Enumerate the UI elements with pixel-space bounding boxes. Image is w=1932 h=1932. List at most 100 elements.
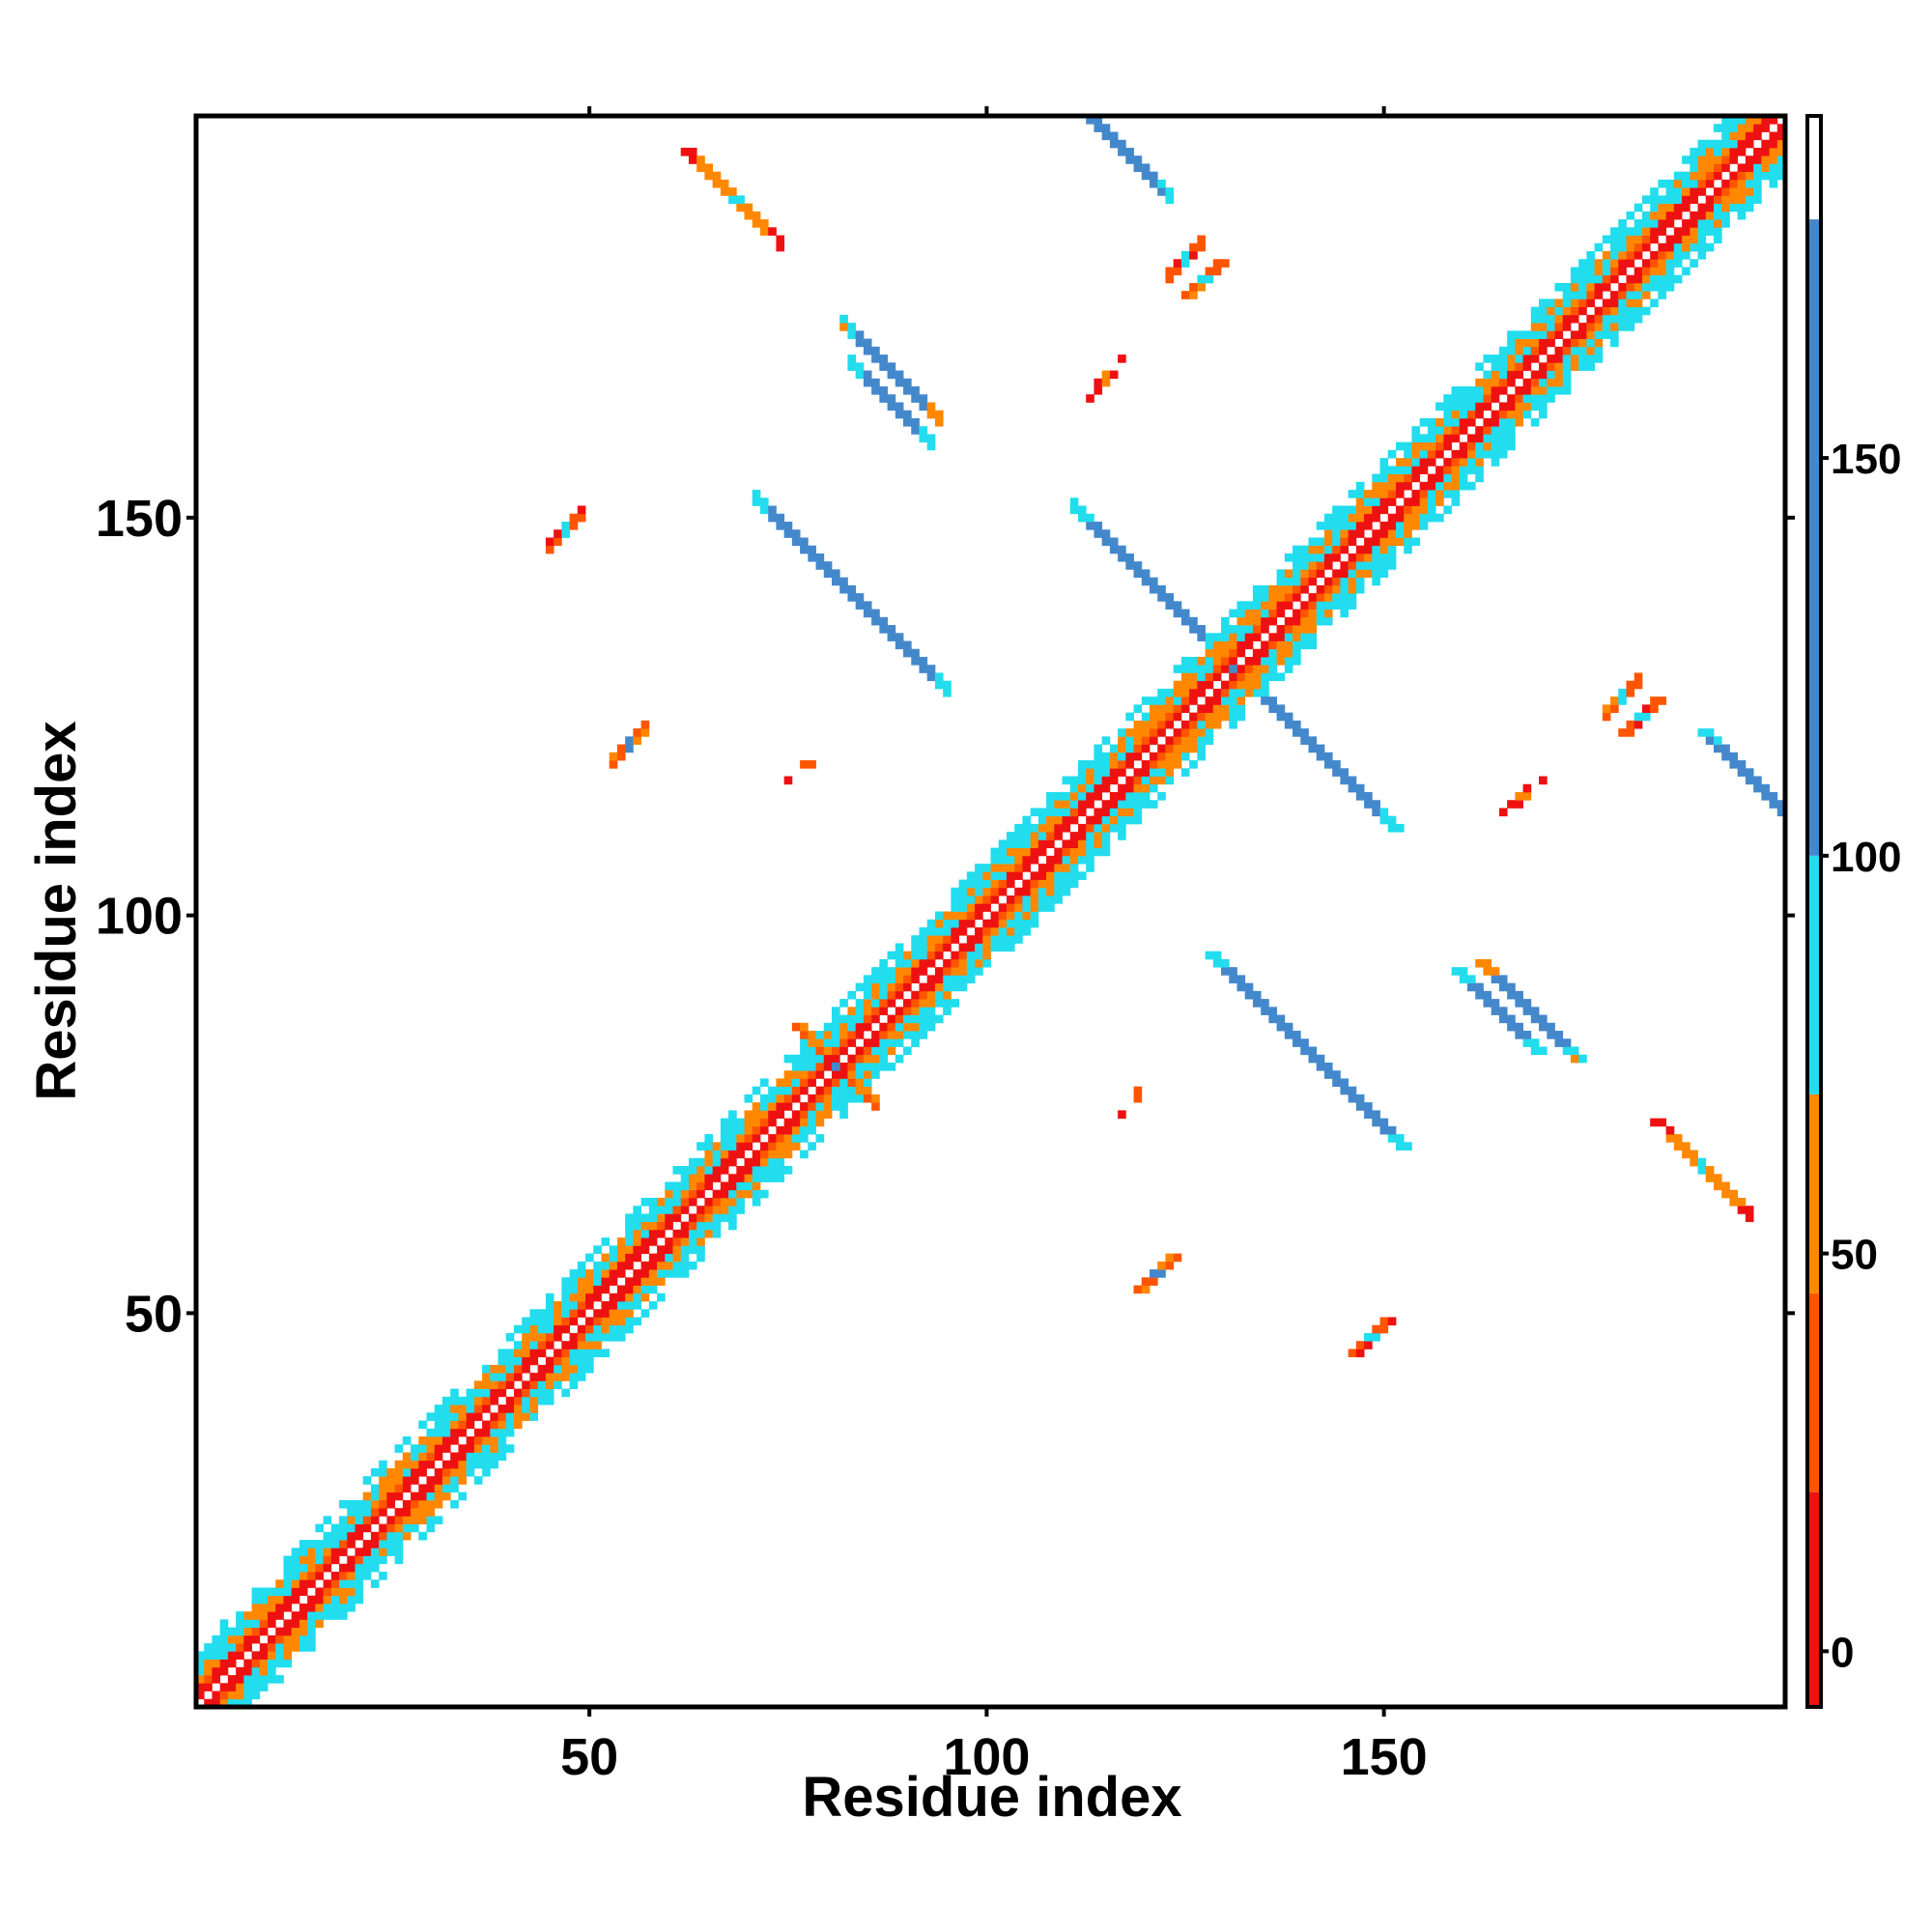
heatmap-cell bbox=[1205, 736, 1214, 745]
heatmap-cell bbox=[1332, 537, 1341, 547]
heatmap-cell bbox=[1212, 259, 1222, 268]
heatmap-cell bbox=[1348, 505, 1357, 515]
heatmap-cell bbox=[1697, 1157, 1707, 1167]
heatmap-cell bbox=[1404, 441, 1412, 451]
heatmap-cell bbox=[554, 1317, 562, 1326]
heatmap-cell bbox=[1737, 139, 1747, 149]
heatmap-cell bbox=[1379, 490, 1389, 498]
heatmap-cell bbox=[951, 895, 960, 904]
heatmap-cell bbox=[298, 1555, 308, 1565]
heatmap-cell bbox=[1626, 242, 1635, 252]
heatmap-cell bbox=[1332, 1078, 1341, 1088]
heatmap-cell bbox=[1165, 688, 1175, 697]
heatmap-cell bbox=[744, 1189, 753, 1199]
heatmap-cell bbox=[370, 1516, 380, 1524]
heatmap-cell bbox=[1522, 338, 1532, 348]
heatmap-cell bbox=[219, 1698, 229, 1708]
heatmap-cell bbox=[1022, 919, 1032, 928]
heatmap-cell bbox=[665, 1261, 673, 1270]
heatmap-cell bbox=[1562, 298, 1572, 308]
heatmap-cell bbox=[1769, 147, 1778, 156]
colorbar-tick-label: 50 bbox=[1831, 1232, 1878, 1279]
heatmap-cell bbox=[1244, 680, 1254, 690]
heatmap-cell bbox=[1411, 521, 1421, 530]
heatmap-cell bbox=[1284, 648, 1293, 658]
heatmap-cell bbox=[1443, 481, 1452, 491]
heatmap-cell bbox=[1030, 895, 1039, 904]
heatmap-cell bbox=[616, 1332, 626, 1342]
heatmap-cell bbox=[791, 1022, 801, 1032]
heatmap-cell bbox=[355, 1531, 364, 1541]
heatmap-cell bbox=[441, 1428, 451, 1437]
heatmap-cell bbox=[1451, 426, 1461, 435]
heatmap-cell bbox=[863, 370, 872, 380]
heatmap-cell bbox=[951, 887, 960, 896]
heatmap-cell bbox=[1014, 871, 1023, 880]
heatmap-cell bbox=[585, 1364, 594, 1374]
heatmap-cell bbox=[347, 1531, 355, 1541]
heatmap-cell bbox=[561, 1324, 570, 1334]
heatmap-cell bbox=[1435, 402, 1444, 412]
heatmap-cell bbox=[402, 1476, 412, 1485]
heatmap-cell bbox=[1332, 553, 1341, 562]
heatmap-cell bbox=[1340, 521, 1350, 530]
heatmap-cell bbox=[434, 1467, 443, 1477]
heatmap-cell bbox=[1650, 235, 1659, 244]
heatmap-cell bbox=[911, 951, 920, 960]
heatmap-cell bbox=[1554, 346, 1564, 355]
heatmap-cell bbox=[1069, 847, 1079, 857]
heatmap-cell bbox=[1586, 251, 1596, 260]
heatmap-cell bbox=[1252, 672, 1262, 682]
heatmap-cell bbox=[466, 1467, 475, 1477]
heatmap-cell bbox=[688, 147, 697, 156]
heatmap-cell bbox=[1515, 338, 1523, 348]
heatmap-cell bbox=[1062, 823, 1071, 833]
heatmap-cell bbox=[903, 385, 912, 395]
heatmap-cell bbox=[1323, 577, 1333, 586]
heatmap-cell bbox=[1109, 776, 1119, 785]
heatmap-cell bbox=[561, 1356, 570, 1366]
heatmap-cell bbox=[1046, 879, 1055, 889]
heatmap-cell bbox=[1372, 561, 1380, 570]
heatmap-cell bbox=[1483, 370, 1492, 380]
heatmap-cell bbox=[1578, 330, 1587, 339]
heatmap-cell bbox=[696, 1142, 705, 1151]
heatmap-cell bbox=[1475, 434, 1484, 443]
heatmap-cell bbox=[1419, 481, 1429, 491]
heatmap-cell bbox=[219, 1651, 229, 1660]
heatmap-cell bbox=[1030, 832, 1039, 840]
heatmap-cell bbox=[776, 513, 785, 523]
heatmap-cell bbox=[1348, 783, 1357, 793]
heatmap-cell bbox=[823, 1062, 833, 1071]
heatmap-cell bbox=[1109, 823, 1119, 833]
heatmap-cell bbox=[696, 156, 705, 164]
heatmap-cell bbox=[879, 982, 888, 992]
heatmap-cell bbox=[1491, 434, 1500, 443]
heatmap-cell bbox=[227, 1659, 237, 1668]
heatmap-cell bbox=[1427, 441, 1436, 451]
heatmap-cell bbox=[1387, 815, 1397, 825]
heatmap-cell bbox=[1737, 131, 1747, 141]
heatmap-cell bbox=[1276, 648, 1286, 658]
heatmap-cell bbox=[863, 999, 872, 1008]
heatmap-cell bbox=[879, 999, 888, 1008]
heatmap-cell bbox=[1395, 529, 1405, 538]
heatmap-cell bbox=[1355, 521, 1365, 530]
heatmap-cell bbox=[1086, 847, 1094, 857]
heatmap-cell bbox=[1300, 1046, 1309, 1056]
heatmap-cell bbox=[1721, 179, 1730, 188]
heatmap-cell bbox=[943, 958, 952, 968]
heatmap-cell bbox=[1355, 497, 1365, 506]
heatmap-cell bbox=[1769, 156, 1778, 164]
heatmap-cell bbox=[1690, 163, 1698, 173]
heatmap-cell bbox=[275, 1627, 284, 1636]
heatmap-cell bbox=[1133, 728, 1143, 737]
heatmap-cell bbox=[1332, 545, 1341, 554]
heatmap-cell bbox=[522, 1356, 530, 1366]
heatmap-cell bbox=[1229, 696, 1237, 705]
heatmap-cell bbox=[926, 975, 936, 984]
heatmap-cell bbox=[347, 1572, 355, 1580]
heatmap-cell bbox=[402, 1436, 412, 1445]
heatmap-cell bbox=[1697, 242, 1707, 252]
heatmap-cell bbox=[855, 1086, 865, 1095]
